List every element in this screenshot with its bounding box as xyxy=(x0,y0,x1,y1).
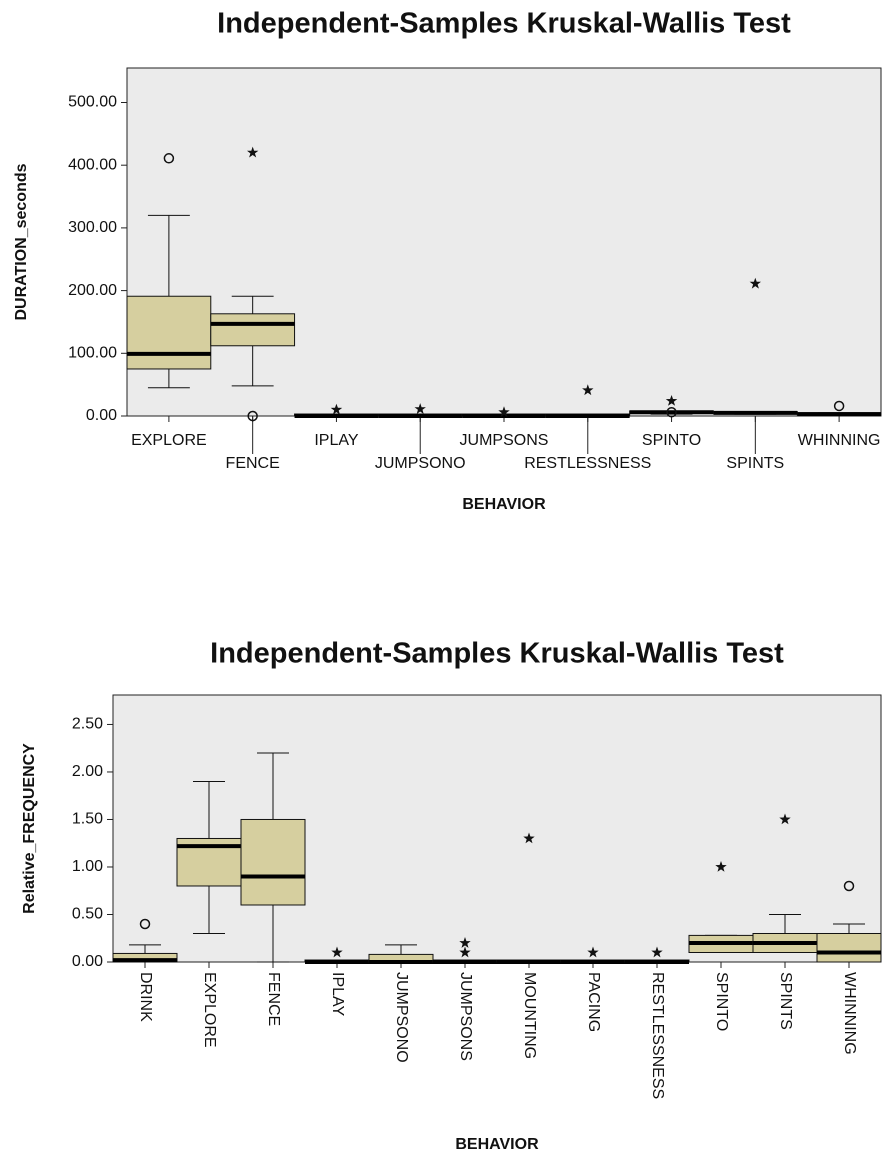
x-tick-label: RESTLESSNESS xyxy=(649,972,666,1099)
outlier xyxy=(163,153,175,164)
x-axis-title: BEHAVIOR xyxy=(455,1136,539,1153)
x-tick-label: WHINNING xyxy=(841,972,858,1055)
x-tick-label: JUMPSONS xyxy=(460,432,549,449)
x-tick-label: MOUNTING xyxy=(521,972,538,1059)
x-tick-label: JUMPSONS xyxy=(457,972,474,1061)
x-axis-title: BEHAVIOR xyxy=(462,496,546,513)
y-tick-label: 400.00 xyxy=(68,156,117,173)
chart-title: Independent-Samples Kruskal-Wallis Test xyxy=(210,638,784,670)
y-tick-label: 200.00 xyxy=(68,282,117,299)
x-tick-label: JUMPSONO xyxy=(393,972,410,1063)
x-tick-label: SPINTS xyxy=(777,972,794,1030)
outlier xyxy=(833,400,845,412)
box xyxy=(816,932,882,963)
x-tick-label: IPLAY xyxy=(314,432,359,449)
extreme xyxy=(459,937,471,948)
x-tick-label: RESTLESSNESS xyxy=(524,455,651,472)
chart-title: Independent-Samples Kruskal-Wallis Test xyxy=(217,8,791,40)
plot-area xyxy=(112,694,882,963)
x-tick-label: EXPLORE xyxy=(131,432,207,449)
x-tick-label: SPINTS xyxy=(726,455,784,472)
extreme xyxy=(779,813,791,825)
y-tick-label: 300.00 xyxy=(68,219,117,236)
extreme xyxy=(587,946,599,958)
extreme xyxy=(749,277,761,289)
plot-area xyxy=(126,67,882,417)
y-tick-label: 1.50 xyxy=(72,811,103,828)
x-tick-label: DRINK xyxy=(137,972,154,1022)
outlier xyxy=(247,410,258,422)
y-axis-title: DURATION_seconds xyxy=(13,163,30,320)
y-tick-label: 1.00 xyxy=(72,858,103,875)
x-tick-label: FENCE xyxy=(226,455,280,472)
y-tick-label: 0.50 xyxy=(72,906,103,923)
outlier xyxy=(843,880,855,892)
x-tick-label: WHINNING xyxy=(798,432,881,449)
x-tick-label: PACING xyxy=(585,972,602,1032)
extreme xyxy=(414,403,426,414)
outlier xyxy=(139,918,151,930)
y-tick-label: 2.50 xyxy=(72,716,103,733)
box xyxy=(210,313,296,347)
extreme xyxy=(498,406,510,418)
x-tick-label: IPLAY xyxy=(329,972,346,1017)
y-tick-label: 0.00 xyxy=(72,953,103,970)
y-tick-label: 500.00 xyxy=(68,94,117,111)
outlier xyxy=(666,406,677,418)
extreme xyxy=(715,861,727,872)
extreme xyxy=(459,946,471,958)
extreme xyxy=(582,384,594,396)
extreme xyxy=(330,403,343,415)
x-tick-label: EXPLORE xyxy=(201,972,218,1048)
box xyxy=(126,295,212,370)
y-tick-label: 0.00 xyxy=(86,407,117,424)
extreme xyxy=(651,946,663,958)
x-tick-label: SPINTO xyxy=(642,432,701,449)
extreme xyxy=(665,395,678,406)
y-axis-title: Relative_FREQUENCY xyxy=(21,743,38,914)
x-tick-label: JUMPSONO xyxy=(375,455,466,472)
box xyxy=(240,818,306,906)
x-tick-label: FENCE xyxy=(265,972,282,1026)
x-tick-label: SPINTO xyxy=(713,972,730,1031)
extreme xyxy=(331,946,343,958)
extreme xyxy=(247,146,259,158)
y-tick-label: 2.00 xyxy=(72,763,103,780)
extreme xyxy=(523,832,535,844)
y-tick-label: 100.00 xyxy=(68,345,117,362)
